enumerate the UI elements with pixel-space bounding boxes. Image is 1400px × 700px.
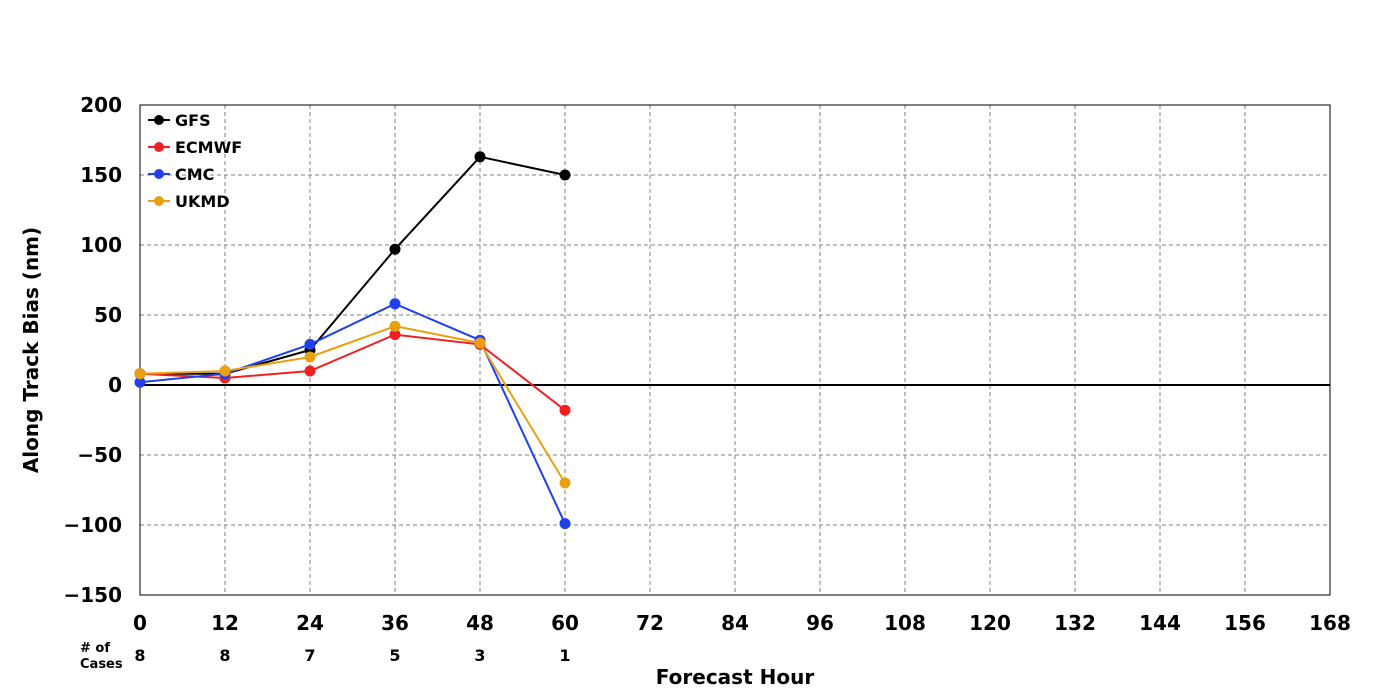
data-point-ukmd (304, 351, 316, 363)
x-tick-label: 144 (1139, 611, 1181, 635)
x-tick-label: 96 (806, 611, 834, 635)
data-point-ecmwf (304, 365, 316, 377)
plot-area-frame (139, 104, 1331, 596)
case-count: 3 (474, 646, 485, 665)
x-tick-label: 72 (636, 611, 664, 635)
x-tick-label: 60 (551, 611, 579, 635)
x-tick-label: 108 (884, 611, 926, 635)
data-point-gfs (389, 243, 401, 255)
cases-label-line1: # of (80, 641, 110, 656)
cases-label-line2: Cases (80, 657, 123, 672)
legend-marker (154, 196, 164, 206)
y-tick-label: −100 (63, 513, 122, 537)
x-tick-label: 120 (969, 611, 1011, 635)
legend-label: GFS (175, 111, 211, 130)
legend-item-cmc: CMC (148, 165, 214, 184)
x-tick-label: 24 (296, 611, 324, 635)
series-gfs (134, 151, 571, 380)
legend-item-ukmd: UKMD (148, 192, 230, 211)
data-point-cmc (559, 518, 571, 530)
legend-label: UKMD (175, 192, 230, 211)
series-line-ukmd (139, 325, 566, 484)
case-count: 5 (389, 646, 400, 665)
legend-item-ecmwf: ECMWF (148, 138, 242, 157)
y-tick-label: −50 (77, 443, 122, 467)
y-tick-label: −150 (63, 583, 122, 607)
x-tick-label: 84 (721, 611, 749, 635)
case-count: 1 (559, 646, 570, 665)
x-tick-label: 132 (1054, 611, 1096, 635)
data-point-ecmwf (559, 404, 571, 416)
legend: GFS ECMWF CMC UKMD (148, 111, 242, 211)
data-point-ecmwf (389, 329, 401, 341)
legend-marker (154, 115, 164, 125)
legend-label: CMC (175, 165, 214, 184)
x-axis-title: Forecast Hour (656, 665, 815, 689)
x-tick-label: 36 (381, 611, 409, 635)
data-point-cmc (134, 376, 146, 388)
x-tick-label: 156 (1224, 611, 1266, 635)
x-axis-ticks: 0 12 24 36 48 60 72 84 96 108 120 132 144 156 168 (133, 611, 1351, 635)
y-axis-title: Along Track Bias (nm) (19, 227, 43, 473)
x-tick-label: 0 (133, 611, 147, 635)
y-tick-label: 150 (80, 163, 122, 187)
data-point-cmc (304, 338, 316, 350)
case-count: 8 (134, 646, 145, 665)
series-cmc (134, 298, 571, 530)
y-axis-ticks: 200 150 100 50 0 −50 −100 −150 (63, 93, 122, 607)
data-point-ukmd (389, 320, 401, 332)
data-point-cmc (389, 298, 401, 310)
series-layer (134, 151, 571, 530)
data-point-ukmd (559, 477, 571, 489)
series-line-ecmwf (139, 333, 566, 411)
series-ukmd (134, 320, 571, 489)
data-point-gfs (559, 169, 571, 181)
series-line-gfs (140, 155, 566, 375)
data-point-ukmd (134, 368, 146, 380)
data-point-gfs (474, 151, 486, 163)
grid-lines (140, 105, 1330, 595)
y-tick-label: 0 (108, 373, 122, 397)
case-count: 8 (219, 646, 230, 665)
x-tick-label: 12 (211, 611, 239, 635)
legend-marker (154, 169, 164, 179)
y-tick-label: 200 (80, 93, 122, 117)
legend-marker (154, 142, 164, 152)
series-line-cmc (139, 302, 566, 525)
legend-label: ECMWF (175, 138, 242, 157)
x-tick-label: 48 (466, 611, 494, 635)
legend-item-gfs: GFS (148, 111, 211, 130)
y-tick-label: 50 (94, 303, 122, 327)
y-tick-label: 100 (80, 233, 122, 257)
data-point-ukmd (219, 365, 231, 377)
cases-row: # of Cases 8 8 7 5 3 1 (80, 641, 571, 672)
case-count: 7 (304, 646, 315, 665)
x-tick-label: 168 (1309, 611, 1351, 635)
data-point-ukmd (474, 337, 486, 349)
